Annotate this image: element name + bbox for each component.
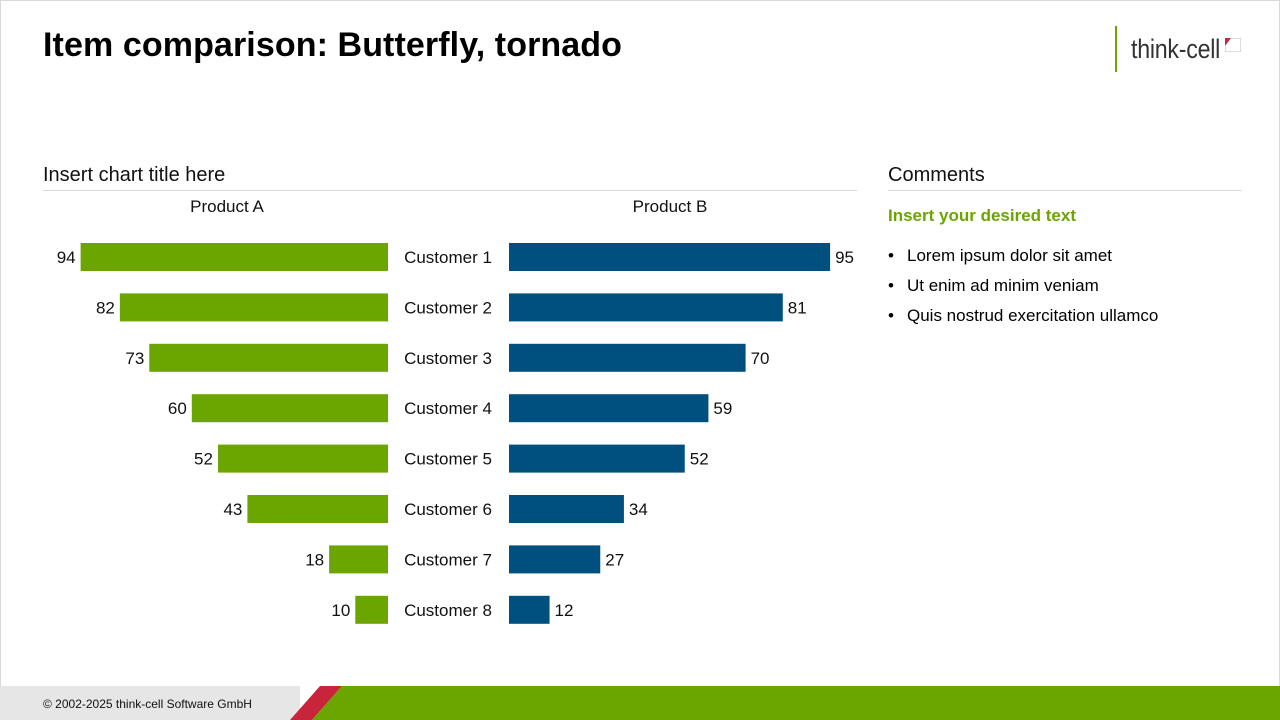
bar-product-a (217, 444, 388, 473)
bar-product-b (509, 394, 709, 423)
comments-title: Comments (888, 164, 985, 186)
bar-product-a (247, 495, 388, 523)
series-header-product-b: Product B (633, 197, 708, 216)
comment-item: • Ut enim ad minim veniam (888, 275, 1158, 305)
chart-title: Insert chart title here (43, 164, 226, 186)
comments-heading: Insert your desired text (888, 206, 1077, 225)
comments-title-rule (888, 190, 1242, 191)
butterfly-chart: Product A Product B 94 95 Customer 1 82 81 Cust… (57, 197, 854, 624)
data-label-product-a: 10 (331, 601, 350, 620)
category-label: Customer 2 (404, 298, 492, 317)
bar-product-b (509, 495, 624, 523)
comment-text: Lorem ipsum dolor sit amet (907, 246, 1113, 265)
bar-product-b (509, 243, 831, 271)
bar-product-b (509, 545, 601, 574)
footer-band (0, 686, 1280, 720)
logo-divider (1115, 26, 1117, 72)
data-label-product-b: 59 (713, 399, 732, 418)
category-label: Customer 3 (404, 349, 492, 368)
bullet-icon: • (888, 306, 894, 325)
data-label-product-a: 52 (194, 450, 213, 469)
data-label-product-b: 27 (605, 550, 624, 569)
data-label-product-a: 43 (223, 500, 242, 519)
category-label: Customer 7 (404, 550, 492, 569)
category-label: Customer 1 (404, 248, 492, 267)
bullet-icon: • (888, 276, 894, 295)
bar-product-a (191, 394, 388, 423)
bar-product-b (509, 343, 746, 372)
data-label-product-a: 60 (168, 399, 187, 418)
data-label-product-b: 34 (629, 500, 648, 519)
footer-accent-stripe (290, 686, 342, 720)
slide-title: Item comparison: Butterfly, tornado (43, 26, 623, 64)
data-label-product-a: 94 (57, 248, 76, 267)
bullet-icon: • (888, 246, 894, 265)
footer-grey-band (0, 686, 300, 720)
series-header-product-a: Product A (190, 197, 264, 216)
data-label-product-a: 18 (305, 550, 324, 569)
data-label-product-b: 52 (690, 450, 709, 469)
bar-product-b (509, 595, 550, 624)
category-label: Customer 5 (404, 450, 492, 469)
bar-product-a (80, 243, 389, 271)
comment-item: • Lorem ipsum dolor sit amet (888, 245, 1158, 275)
comment-text: Ut enim ad minim veniam (907, 276, 1099, 295)
chart-title-rule (43, 190, 857, 191)
data-label-product-b: 70 (751, 349, 770, 368)
data-label-product-a: 73 (125, 349, 144, 368)
comment-list: • Lorem ipsum dolor sit amet • Ut enim ad … (888, 245, 1158, 335)
bar-product-a (149, 343, 388, 372)
comment-item: • Quis nostrud exercitation ullamco (888, 305, 1158, 335)
bar-product-a (355, 595, 388, 624)
category-label: Customer 8 (404, 601, 492, 620)
data-label-product-a: 82 (96, 298, 115, 317)
comment-text: Quis nostrud exercitation ullamco (907, 306, 1159, 325)
bar-product-a (329, 545, 388, 574)
data-label-product-b: 95 (835, 248, 854, 267)
footer-copyright: © 2002-2025 think-cell Software GmbH (43, 697, 252, 711)
logo-mark-icon (1225, 38, 1241, 52)
category-label: Customer 4 (404, 399, 492, 418)
category-label: Customer 6 (404, 500, 492, 519)
bar-product-a (119, 293, 389, 322)
footer-green-band (312, 686, 1280, 720)
bar-product-b (509, 444, 685, 473)
logo-text: think-cell (1131, 34, 1221, 64)
bar-product-b (509, 293, 783, 322)
data-label-product-b: 81 (788, 298, 807, 317)
data-label-product-b: 12 (555, 601, 574, 620)
